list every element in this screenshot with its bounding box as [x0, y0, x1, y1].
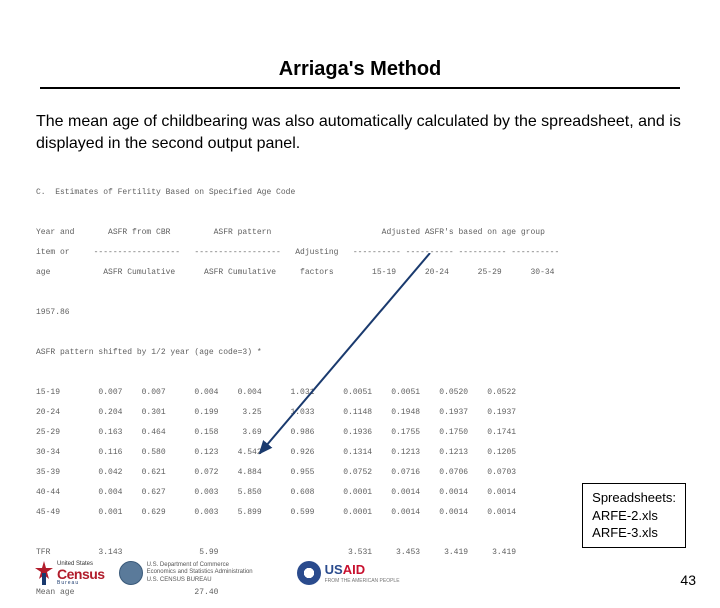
census-brand-text: Census — [57, 567, 105, 581]
usaid-logo: USAID FROM THE AMERICAN PEOPLE — [297, 561, 400, 585]
census-star-icon — [34, 560, 54, 586]
panel-year: 1957.86 — [36, 308, 684, 318]
spreadsheet-file: ARFE-2.xls — [592, 507, 676, 525]
panel-mean: Mean age 27.40 — [36, 588, 684, 598]
slide-title: Arriaga's Method — [0, 58, 720, 81]
usaid-tagline: FROM THE AMERICAN PEOPLE — [325, 578, 400, 584]
usaid-brand-post: AID — [343, 562, 365, 577]
panel-header-1: C. Estimates of Fertility Based on Speci… — [36, 188, 684, 198]
commerce-seal-icon — [119, 561, 143, 585]
page-number: 43 — [680, 572, 696, 588]
commerce-logo: U.S. Department of Commerce Economics an… — [119, 561, 253, 585]
panel-header-2: Year and ASFR from CBR ASFR pattern Adju… — [36, 228, 684, 238]
footer-logos: United States Census Bureau U.S. Departm… — [34, 560, 400, 586]
table-row: 20-24 0.204 0.301 0.199 3.25 1.033 0.114… — [36, 408, 684, 418]
title-underline — [40, 87, 680, 89]
spreadsheet-file: ARFE-3.xls — [592, 524, 676, 542]
usaid-seal-icon — [297, 561, 321, 585]
panel-tfr: TFR 3.143 5.99 3.531 3.453 3.419 3.419 — [36, 548, 684, 558]
spreadsheet-note-box: Spreadsheets: ARFE-2.xls ARFE-3.xls — [582, 483, 686, 548]
spreadsheet-label: Spreadsheets: — [592, 489, 676, 507]
census-bureau-text: Bureau — [57, 581, 105, 586]
panel-header-3: item or ------------------ -------------… — [36, 248, 684, 258]
panel-header-4: age ASFR Cumulative ASFR Cumulative fact… — [36, 268, 684, 278]
usaid-brand-pre: US — [325, 562, 343, 577]
commerce-line: U.S. CENSUS BUREAU — [147, 577, 253, 584]
commerce-line: U.S. Department of Commerce — [147, 562, 253, 569]
table-row: 25-29 0.163 0.464 0.158 3.69 0.986 0.193… — [36, 428, 684, 438]
commerce-line: Economics and Statistics Administration — [147, 569, 253, 576]
table-row: 35-39 0.042 0.621 0.072 4.884 0.955 0.07… — [36, 468, 684, 478]
table-row: 15-19 0.007 0.007 0.004 0.004 1.031 0.00… — [36, 388, 684, 398]
table-row: 30-34 0.116 0.580 0.123 4.542 0.926 0.13… — [36, 448, 684, 458]
body-paragraph: The mean age of childbearing was also au… — [36, 111, 684, 154]
panel-note: ASFR pattern shifted by 1/2 year (age co… — [36, 348, 684, 358]
census-logo: United States Census Bureau — [34, 560, 105, 586]
